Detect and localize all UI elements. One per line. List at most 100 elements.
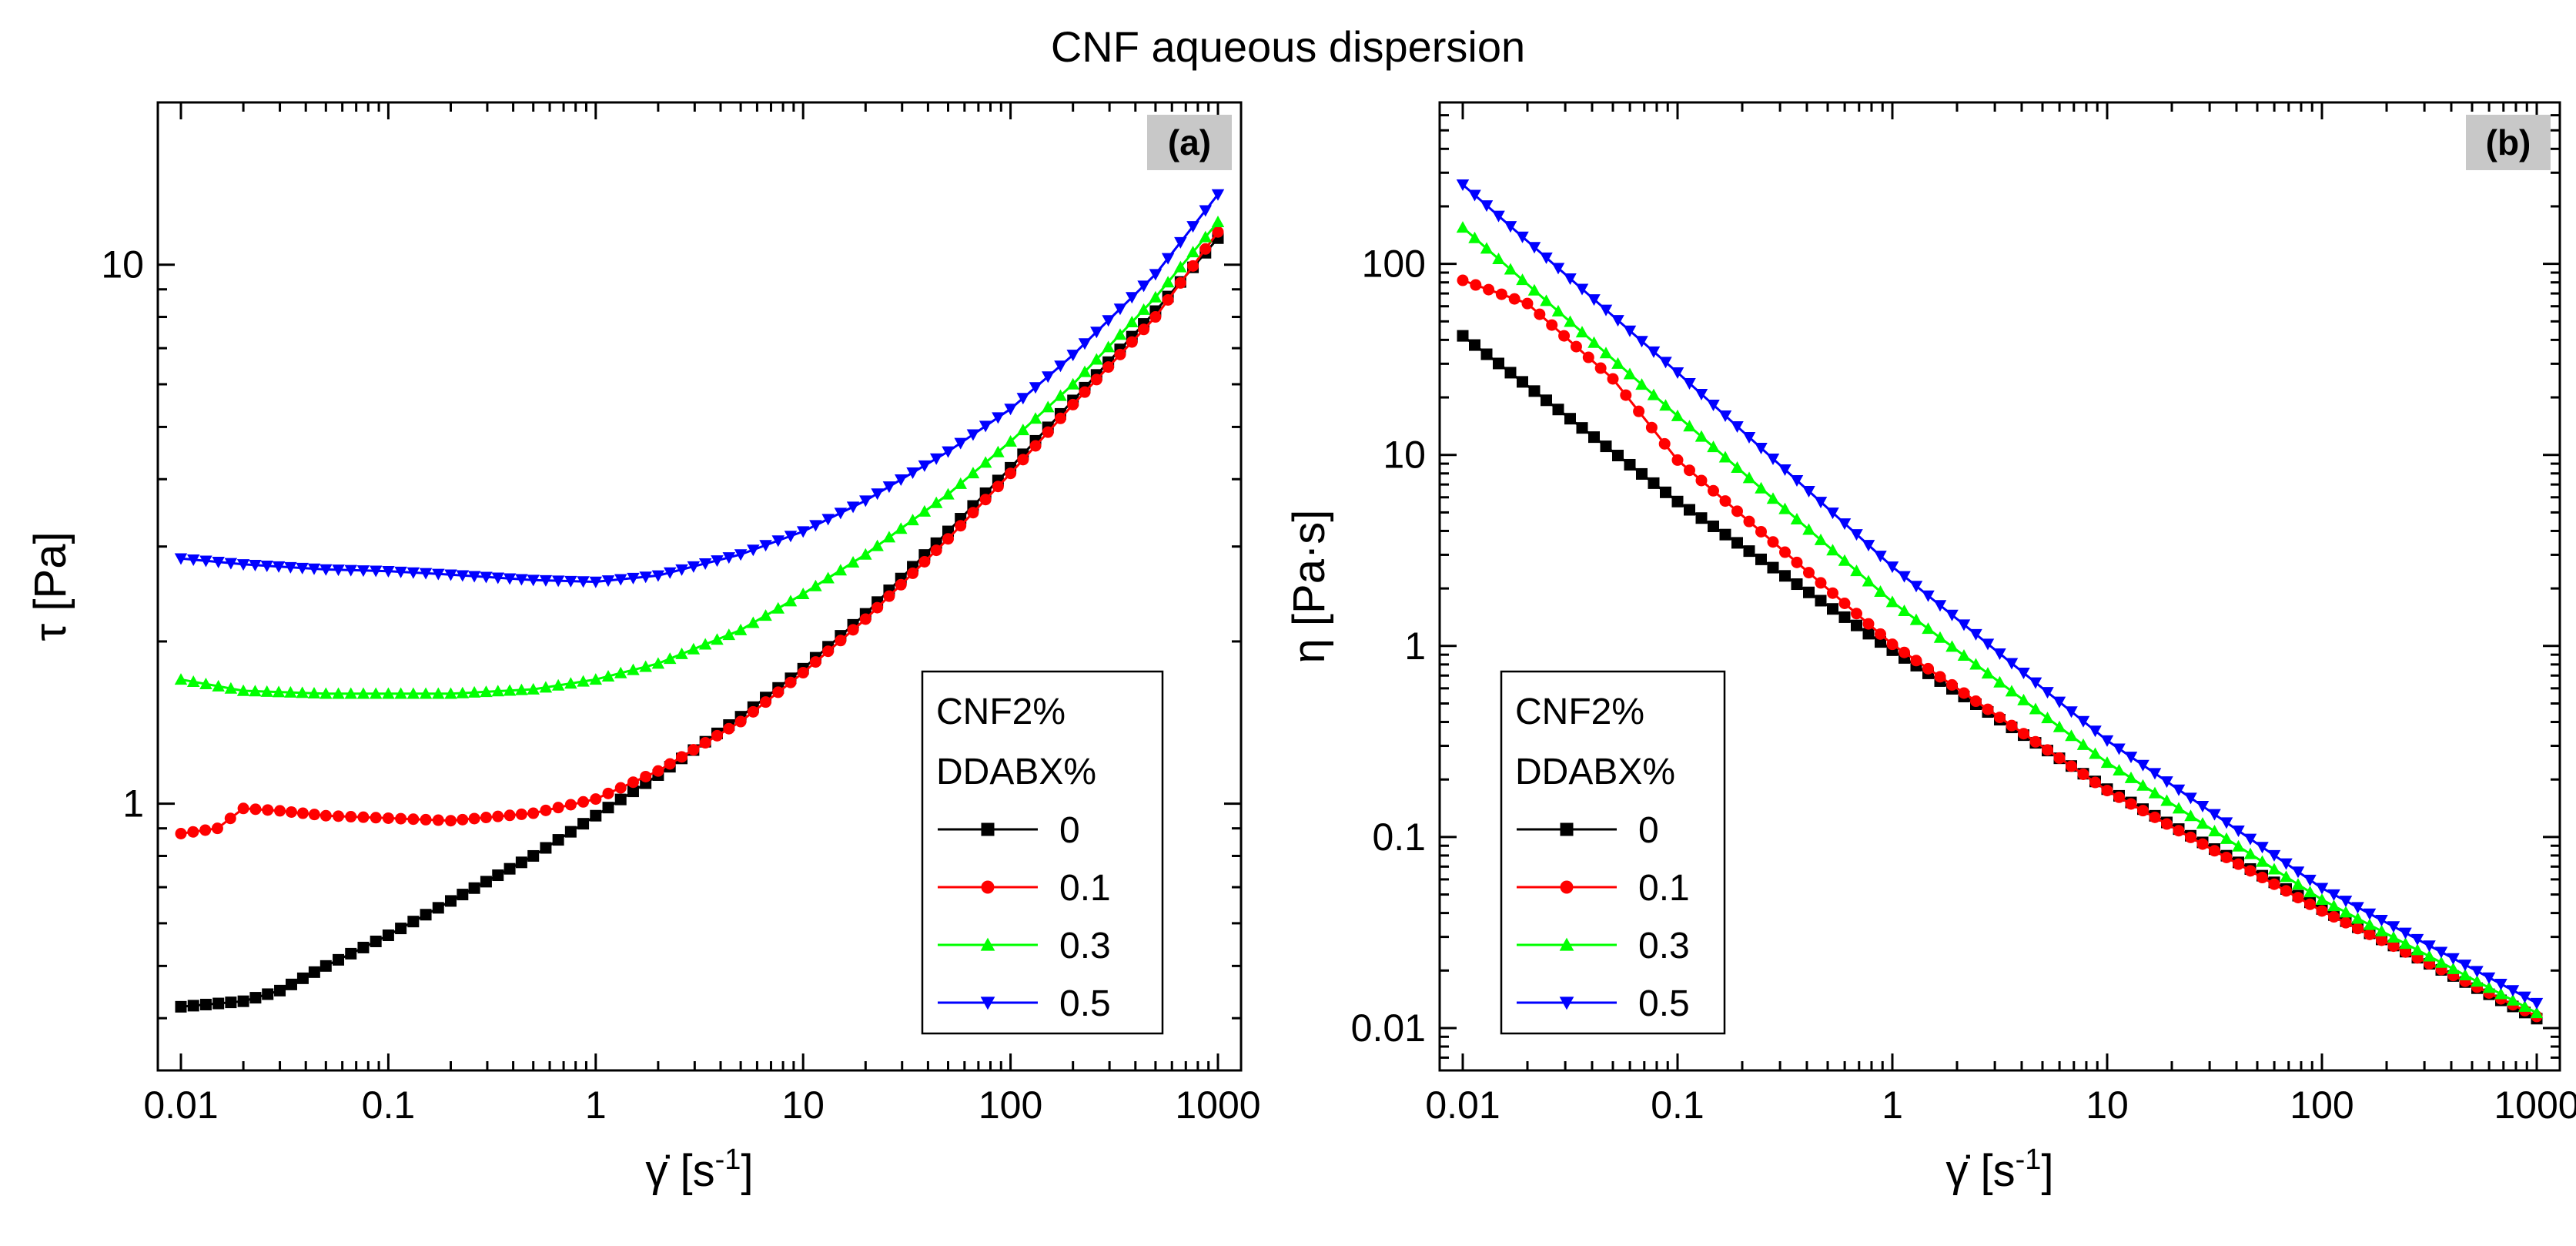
data-point [345,947,357,960]
data-point [357,941,370,953]
data-point [1719,528,1731,541]
data-point [2364,928,2376,940]
data-point [2220,832,2233,844]
data-point [992,481,1004,493]
data-point [236,559,250,571]
y-tick-label: 0.01 [1351,1007,1426,1050]
series-0.3 [174,216,1225,699]
data-point [456,686,470,698]
data-point [1517,376,1528,388]
data-point [1612,450,1624,462]
data-point [1149,269,1163,281]
x-tick-label: 0.01 [143,1084,218,1127]
data-point [614,574,627,586]
data-point [1838,554,1852,566]
data-point [1708,520,1719,532]
data-point [1054,360,1067,373]
panel-b: 0.01 0.1 1 10 100 1000 0.01 0.1 1 10 100 γ̇ [s-1] η … [1284,101,2576,1196]
data-point [2328,911,2340,923]
data-point [2148,768,2162,780]
legend-title: DDABX% [936,752,1096,792]
data-point [2291,878,2305,890]
data-point [771,601,785,614]
data-point [2376,934,2387,946]
data-point [175,827,187,839]
data-point [444,895,457,907]
data-point [2042,744,2053,756]
data-point [639,660,652,672]
data-point [395,923,407,935]
data-point [2482,972,2496,984]
data-point [199,555,212,568]
data-point [187,1000,199,1012]
data-point [1802,486,1815,498]
data-point [747,616,760,628]
data-point [564,575,577,588]
data-point [1607,373,1619,385]
legend-box [921,670,1164,1035]
data-point [1694,388,1708,400]
data-point [1981,667,1995,679]
data-point [1540,294,1553,306]
data-point [627,663,640,675]
data-point [918,504,932,517]
data-point [2291,866,2305,879]
data-point [2352,923,2364,935]
data-point [1599,347,1613,359]
data-point [1803,567,1815,579]
data-point [614,793,627,806]
data-point [1078,338,1092,350]
x-tick-label: 10 [2086,1084,2129,1127]
data-point [1838,518,1852,531]
data-point [859,495,872,507]
data-point [954,437,967,450]
data-point [699,737,711,749]
data-point [711,729,723,742]
data-point [1922,662,1934,675]
data-point [333,810,345,822]
data-point [1827,587,1838,599]
data-point [589,673,603,685]
data-point [2185,831,2196,843]
data-point [966,429,980,441]
data-point [2232,839,2245,852]
data-point [515,683,528,695]
data-point [809,520,822,532]
data-point [1790,513,1804,525]
x-tick-label: 1000 [2494,1084,2576,1127]
data-point [2209,845,2220,857]
y-tick-label: 1 [1404,625,1426,668]
data-point [2458,960,2472,972]
data-point [444,569,457,581]
data-point [1599,304,1613,317]
x-axis-unit: [s [681,1146,715,1196]
data-point [1042,371,1055,384]
legend: CNF2% DDABX% 0 0.1 0.3 0.5 [1500,670,1726,1035]
data-point [272,685,286,698]
data-point [895,578,907,591]
data-point [784,595,798,607]
data-point [457,889,469,901]
data-point [1016,393,1030,405]
data-point [1527,283,1541,296]
data-point [2351,902,2364,914]
data-point [332,564,345,577]
data-point [1814,533,1828,545]
data-point [589,576,603,588]
data-point [687,642,701,655]
data-point [2052,696,2066,708]
data-point [2041,712,2054,724]
data-point [1546,319,1558,331]
data-point [480,876,492,888]
data-point [395,812,407,825]
data-point [640,770,652,782]
data-point [1815,595,1827,607]
data-point [979,494,992,506]
data-point [2400,946,2411,958]
data-point [942,487,955,500]
data-point [564,677,577,689]
data-point [1743,515,1755,528]
data-point [664,758,676,770]
data-point [652,765,664,777]
data-point [1899,646,1910,658]
